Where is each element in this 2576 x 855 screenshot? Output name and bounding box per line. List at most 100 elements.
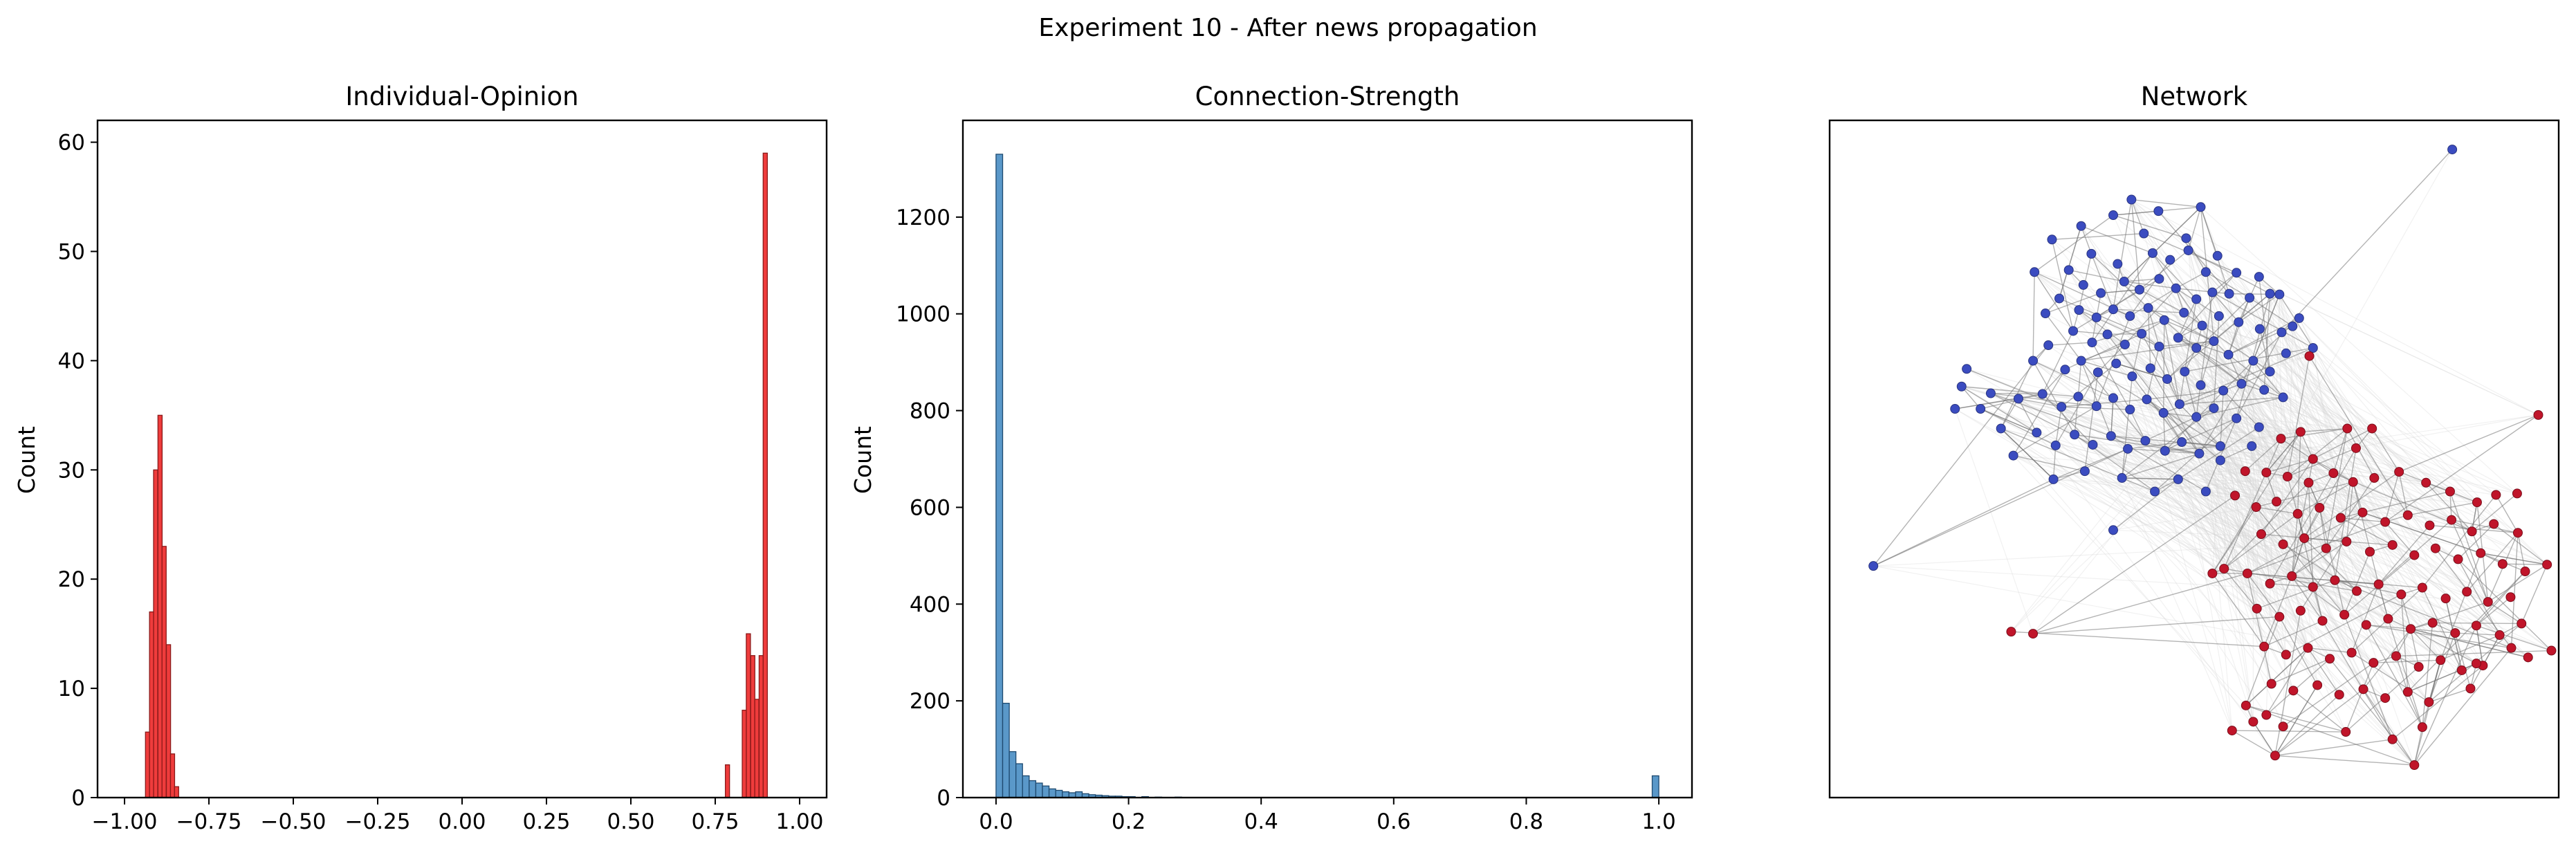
network-node-red-76 bbox=[2413, 662, 2424, 672]
network-red-edge bbox=[2274, 688, 2364, 756]
network-node-red-29 bbox=[2512, 528, 2523, 538]
network-haze-edge bbox=[2158, 210, 2548, 565]
network-haze-edge bbox=[2122, 477, 2233, 731]
network-haze-edge bbox=[2053, 479, 2452, 521]
network-node-red-8 bbox=[2348, 477, 2358, 487]
network-node-red-94 bbox=[2387, 734, 2398, 744]
network-node-blue-59 bbox=[2028, 356, 2039, 366]
network-haze-edge bbox=[2158, 278, 2371, 552]
network-haze-edge bbox=[2236, 272, 2467, 592]
network-red-edge bbox=[2377, 584, 2389, 619]
opinion-y-tick-label-3: 30 bbox=[58, 458, 85, 483]
strength-bar-5 bbox=[1029, 780, 1037, 798]
network-node-red-21 bbox=[2335, 513, 2346, 523]
network-red-edge bbox=[2351, 652, 2429, 703]
network-node-red-23 bbox=[2380, 517, 2391, 527]
network-haze-edge bbox=[2169, 259, 2347, 542]
network-blue-edge bbox=[2122, 477, 2178, 480]
network-node-blue-23 bbox=[2154, 274, 2164, 284]
network-node-blue-65 bbox=[2145, 363, 2155, 374]
network-blue-edge bbox=[2141, 333, 2168, 380]
network-haze-edge bbox=[2018, 398, 2452, 521]
network-node-blue-77 bbox=[2091, 401, 2101, 412]
strength-bar-1 bbox=[1002, 702, 1010, 798]
network-blue-edge bbox=[1990, 392, 2097, 407]
network-blue-edge bbox=[2079, 309, 2126, 345]
network-red-edge bbox=[2265, 431, 2301, 473]
network-node-red-41 bbox=[2497, 559, 2508, 569]
network-haze-edge bbox=[2084, 470, 2389, 620]
network-blue-edge bbox=[2081, 344, 2126, 362]
network-node-red-73 bbox=[2346, 647, 2357, 658]
network-blue-edge bbox=[2080, 226, 2092, 255]
network-node-blue-61 bbox=[2076, 356, 2086, 366]
network-haze-edge bbox=[2205, 491, 2272, 684]
network-red-edge bbox=[2482, 634, 2501, 666]
network-blue-edge bbox=[2013, 405, 2097, 457]
network-haze-edge bbox=[2178, 479, 2309, 484]
network-node-blue-54 bbox=[2223, 349, 2234, 360]
network-blue-edge bbox=[2164, 320, 2214, 342]
network-node-blue-21 bbox=[2119, 277, 2129, 287]
network-haze-edge bbox=[2299, 318, 2483, 666]
network-haze-edge bbox=[2166, 378, 2258, 609]
network-blue-edge bbox=[1980, 393, 2043, 410]
network-node-blue-104 bbox=[2048, 474, 2059, 484]
network-haze-edge bbox=[1954, 408, 2419, 668]
network-haze-edge bbox=[2152, 252, 2308, 648]
opinion-bar-9 bbox=[742, 710, 747, 798]
network-blue-edge bbox=[2113, 199, 2133, 310]
network-node-blue-118 bbox=[1956, 381, 1967, 392]
network-haze-edge bbox=[2150, 368, 2271, 584]
network-blue-edge bbox=[1873, 479, 2054, 567]
network-haze-edge bbox=[2107, 333, 2342, 519]
network-red-edge bbox=[2384, 522, 2415, 555]
network-haze-edge bbox=[2113, 529, 2305, 539]
network-node-blue-92 bbox=[2123, 443, 2133, 454]
strength-bar-0 bbox=[995, 154, 1004, 798]
network-node-blue-107 bbox=[2150, 486, 2160, 497]
network-haze-edge bbox=[2159, 278, 2472, 532]
network-blue-edge bbox=[2101, 289, 2140, 294]
network-red-edge bbox=[2384, 471, 2400, 522]
strength-x-ticks: 0.0 0.2 0.4 0.6 0.8 1.0 bbox=[979, 798, 1676, 834]
network-node-blue-26 bbox=[2207, 287, 2218, 297]
network-haze-edge bbox=[2178, 479, 2284, 727]
network-node-red-11 bbox=[2421, 477, 2431, 488]
network-node-blue-16 bbox=[2254, 272, 2264, 282]
network-node-blue-7 bbox=[2212, 250, 2223, 261]
network-haze-edge bbox=[2113, 506, 2256, 531]
network-node-blue-90 bbox=[2088, 439, 2098, 450]
network-haze-edge bbox=[1961, 386, 2345, 616]
network-haze-edge bbox=[2092, 444, 2347, 542]
network-red-edge bbox=[2410, 628, 2528, 659]
network-red-edge bbox=[2487, 601, 2522, 624]
network-haze-edge bbox=[2074, 434, 2345, 616]
network-axes-frame bbox=[1828, 119, 2560, 799]
network-node-red-107 bbox=[2342, 423, 2353, 434]
network-node-blue-94 bbox=[2160, 445, 2170, 456]
network-haze-edge bbox=[2084, 470, 2397, 656]
network-red-edge bbox=[2476, 571, 2526, 626]
network-haze-edge bbox=[1966, 368, 2483, 666]
network-haze-edge bbox=[2130, 356, 2310, 410]
network-blue-edge bbox=[2166, 293, 2271, 380]
network-node-blue-109 bbox=[2200, 486, 2211, 497]
network-node-red-62 bbox=[2361, 620, 2371, 630]
network-blue-edge bbox=[2061, 362, 2117, 407]
network-node-red-93 bbox=[2341, 727, 2351, 737]
network-haze-edge bbox=[2127, 448, 2320, 508]
network-blue-edge bbox=[2178, 299, 2197, 338]
network-blue-edge bbox=[2228, 318, 2300, 356]
network-node-blue-12 bbox=[2165, 255, 2175, 265]
network-red-edge bbox=[2429, 688, 2471, 703]
network-red-edge bbox=[2297, 432, 2301, 514]
opinion-axes-frame bbox=[96, 119, 828, 799]
strength-y-ticks: 0 200 400 600 800 1000 1200 bbox=[896, 205, 963, 811]
network-node-blue-19 bbox=[2078, 279, 2088, 290]
opinion-x-tick-label-3: −0.25 bbox=[345, 809, 411, 834]
opinion-bar-14 bbox=[762, 152, 768, 798]
network-red-edge bbox=[2351, 584, 2380, 653]
network-node-blue-99 bbox=[1962, 364, 1972, 374]
network-red-edge bbox=[2245, 705, 2346, 733]
